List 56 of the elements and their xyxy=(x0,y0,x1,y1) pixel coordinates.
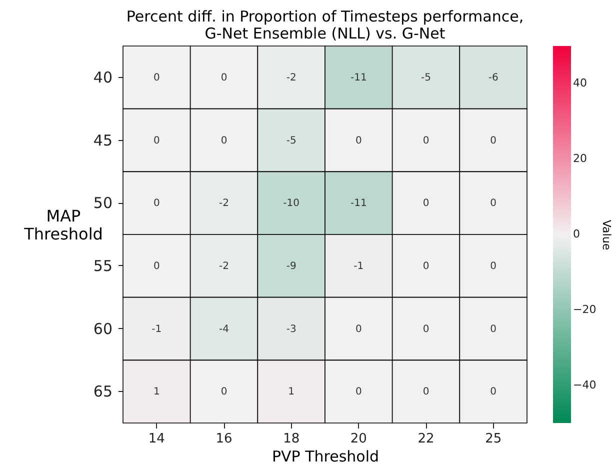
data-label: -11 xyxy=(350,198,367,210)
y-tick-label: 55 xyxy=(93,256,112,275)
data-label: 0 xyxy=(220,72,228,84)
data-label: 0 xyxy=(422,260,430,272)
data-label: -5 xyxy=(421,72,431,84)
x-tick-label: 18 xyxy=(283,432,300,446)
data-label: 0 xyxy=(355,386,362,398)
y-tick-label: 45 xyxy=(93,131,112,150)
data-label: -1 xyxy=(354,260,364,272)
data-label: 0 xyxy=(153,72,160,84)
data-label: 1 xyxy=(153,386,160,398)
data-label: 0 xyxy=(490,260,497,272)
color-bar-label: 0 xyxy=(573,228,580,240)
x-tick-label: 16 xyxy=(216,432,232,446)
data-label: 0 xyxy=(490,198,497,210)
data-label: 0 xyxy=(153,135,160,146)
color-bar-label: 40 xyxy=(573,76,587,90)
data-label: -2 xyxy=(219,198,229,210)
x-tick-label: 20 xyxy=(350,432,367,446)
data-label: 0 xyxy=(153,260,160,272)
data-label: -6 xyxy=(488,72,498,84)
data-label: -4 xyxy=(219,324,229,335)
chart-title: Percent diff. in Proportion of Timesteps performance, G-Net Ensemble (NLL) vs. G-Net xyxy=(126,8,524,43)
x-axis-title: PVP Threshold xyxy=(272,448,380,466)
x-tick-label: 25 xyxy=(485,432,502,446)
data-label: 0 xyxy=(422,135,430,146)
data-label: 0 xyxy=(220,135,228,146)
data-label: -9 xyxy=(286,260,296,272)
data-label: 0 xyxy=(422,386,430,398)
x-tick-label: 14 xyxy=(148,432,165,446)
data-label: -11 xyxy=(350,72,367,84)
data-label: 0 xyxy=(220,386,228,398)
data-label: 0 xyxy=(490,135,497,146)
color-bar-title: Value xyxy=(600,220,613,250)
data-label: 0 xyxy=(355,135,362,146)
y-tick-label: 50 xyxy=(93,194,112,212)
y-tick-label: 60 xyxy=(93,320,112,338)
data-label: -5 xyxy=(286,135,296,146)
data-label: 0 xyxy=(422,324,430,335)
data-label: 0 xyxy=(490,386,497,398)
y-tick-label: 65 xyxy=(93,382,112,401)
color-bar-label: −40 xyxy=(573,378,596,392)
y-tick-label: 40 xyxy=(93,68,112,86)
data-label: 0 xyxy=(490,324,497,335)
color-bar-label: 20 xyxy=(573,152,587,166)
data-label: 1 xyxy=(288,386,295,398)
data-label: -10 xyxy=(283,198,300,210)
color-bar-label: −20 xyxy=(573,302,596,316)
data-label: -3 xyxy=(286,324,296,335)
data-label: -1 xyxy=(152,324,162,335)
x-tick-label: 22 xyxy=(418,432,434,446)
data-label: -2 xyxy=(286,72,296,84)
data-label: -2 xyxy=(219,260,229,272)
data-label: 0 xyxy=(355,324,362,335)
data-label: 0 xyxy=(153,198,160,210)
data-label: 0 xyxy=(422,198,430,210)
